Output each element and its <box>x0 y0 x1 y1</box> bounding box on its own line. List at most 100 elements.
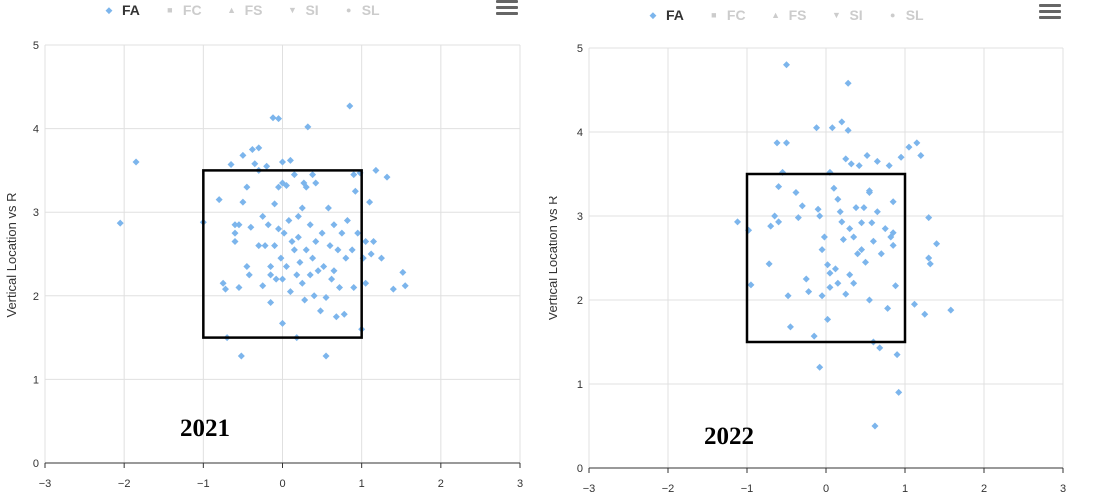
legend-item-si[interactable]: ▼ SI <box>287 2 319 18</box>
hamburger-menu-icon[interactable] <box>1039 4 1061 22</box>
data-point[interactable] <box>290 246 298 254</box>
data-point[interactable] <box>933 240 941 248</box>
data-point[interactable] <box>348 246 356 254</box>
data-point[interactable] <box>401 282 409 290</box>
data-point[interactable] <box>318 229 326 237</box>
data-point[interactable] <box>784 292 792 300</box>
data-point[interactable] <box>279 275 286 283</box>
data-point[interactable] <box>317 307 324 315</box>
data-point[interactable] <box>863 152 871 160</box>
data-point[interactable] <box>312 179 320 187</box>
data-point[interactable] <box>885 162 893 170</box>
data-point[interactable] <box>824 261 832 269</box>
data-point[interactable] <box>271 242 279 250</box>
data-point[interactable] <box>267 263 275 271</box>
data-point[interactable] <box>773 139 781 147</box>
data-point[interactable] <box>846 271 854 279</box>
data-point[interactable] <box>320 263 328 271</box>
data-point[interactable] <box>910 300 918 308</box>
data-point[interactable] <box>247 223 255 231</box>
data-point[interactable] <box>362 237 370 245</box>
data-point[interactable] <box>868 219 876 227</box>
data-point[interactable] <box>860 204 868 212</box>
data-point[interactable] <box>783 61 790 69</box>
data-point[interactable] <box>251 160 259 168</box>
data-point[interactable] <box>334 246 342 254</box>
data-point[interactable] <box>312 237 320 245</box>
data-point[interactable] <box>288 237 296 245</box>
data-point[interactable] <box>850 233 858 241</box>
data-point[interactable] <box>219 279 227 287</box>
data-point[interactable] <box>282 181 290 189</box>
data-point[interactable] <box>293 271 301 279</box>
data-point[interactable] <box>269 114 277 122</box>
data-point[interactable] <box>263 162 271 170</box>
data-point[interactable] <box>771 212 779 220</box>
data-point[interactable] <box>905 143 913 151</box>
data-point[interactable] <box>272 275 280 283</box>
data-point[interactable] <box>810 332 818 340</box>
data-point[interactable] <box>245 271 253 279</box>
data-point[interactable] <box>322 352 330 360</box>
data-point[interactable] <box>290 171 298 179</box>
data-point[interactable] <box>300 179 308 187</box>
data-point[interactable] <box>255 144 263 152</box>
data-point[interactable] <box>818 292 826 300</box>
data-point[interactable] <box>831 265 839 273</box>
data-point[interactable] <box>947 306 955 314</box>
data-point[interactable] <box>301 296 309 304</box>
data-point[interactable] <box>326 242 334 250</box>
data-point[interactable] <box>279 158 286 166</box>
data-point[interactable] <box>255 242 263 250</box>
data-point[interactable] <box>306 271 314 279</box>
data-point[interactable] <box>873 157 881 165</box>
data-point[interactable] <box>366 198 374 206</box>
data-point[interactable] <box>834 279 842 287</box>
data-point[interactable] <box>783 139 790 147</box>
data-point[interactable] <box>816 363 824 371</box>
data-point[interactable] <box>842 290 850 298</box>
data-point[interactable] <box>858 219 866 227</box>
data-point[interactable] <box>324 204 332 212</box>
data-point[interactable] <box>887 233 895 241</box>
data-point[interactable] <box>275 115 283 123</box>
data-point[interactable] <box>818 246 826 254</box>
data-point[interactable] <box>877 250 885 258</box>
data-point[interactable] <box>889 241 897 249</box>
data-point[interactable] <box>798 202 806 210</box>
data-point[interactable] <box>881 225 889 233</box>
data-point[interactable] <box>925 254 933 262</box>
data-point[interactable] <box>286 288 294 296</box>
data-point[interactable] <box>332 313 340 321</box>
data-point[interactable] <box>858 246 866 254</box>
data-point[interactable] <box>792 188 800 196</box>
legend-item-sl[interactable]: ● SL <box>343 2 380 18</box>
data-point[interactable] <box>330 267 338 275</box>
data-point[interactable] <box>277 254 285 262</box>
data-point[interactable] <box>824 315 832 323</box>
data-point[interactable] <box>116 219 124 227</box>
data-point[interactable] <box>294 212 302 220</box>
data-point[interactable] <box>259 282 267 290</box>
data-point[interactable] <box>820 233 828 241</box>
legend-item-fc[interactable]: ■ FC <box>708 7 745 23</box>
data-point[interactable] <box>775 183 783 191</box>
data-point[interactable] <box>865 296 873 304</box>
data-point[interactable] <box>925 214 933 222</box>
data-point[interactable] <box>865 187 873 195</box>
data-point[interactable] <box>306 221 314 229</box>
legend-item-fs[interactable]: ▲ FS <box>771 7 807 23</box>
data-point[interactable] <box>913 139 921 147</box>
data-point[interactable] <box>895 388 903 396</box>
data-point[interactable] <box>362 279 370 287</box>
data-point[interactable] <box>370 237 378 245</box>
data-point[interactable] <box>367 250 375 258</box>
data-point[interactable] <box>286 156 294 164</box>
data-point[interactable] <box>884 304 892 312</box>
data-point[interactable] <box>346 102 354 110</box>
data-point[interactable] <box>842 155 850 163</box>
data-point[interactable] <box>343 217 351 225</box>
data-point[interactable] <box>794 214 802 222</box>
data-point[interactable] <box>838 218 846 226</box>
legend-item-fs[interactable]: ▲ FS <box>227 2 263 18</box>
